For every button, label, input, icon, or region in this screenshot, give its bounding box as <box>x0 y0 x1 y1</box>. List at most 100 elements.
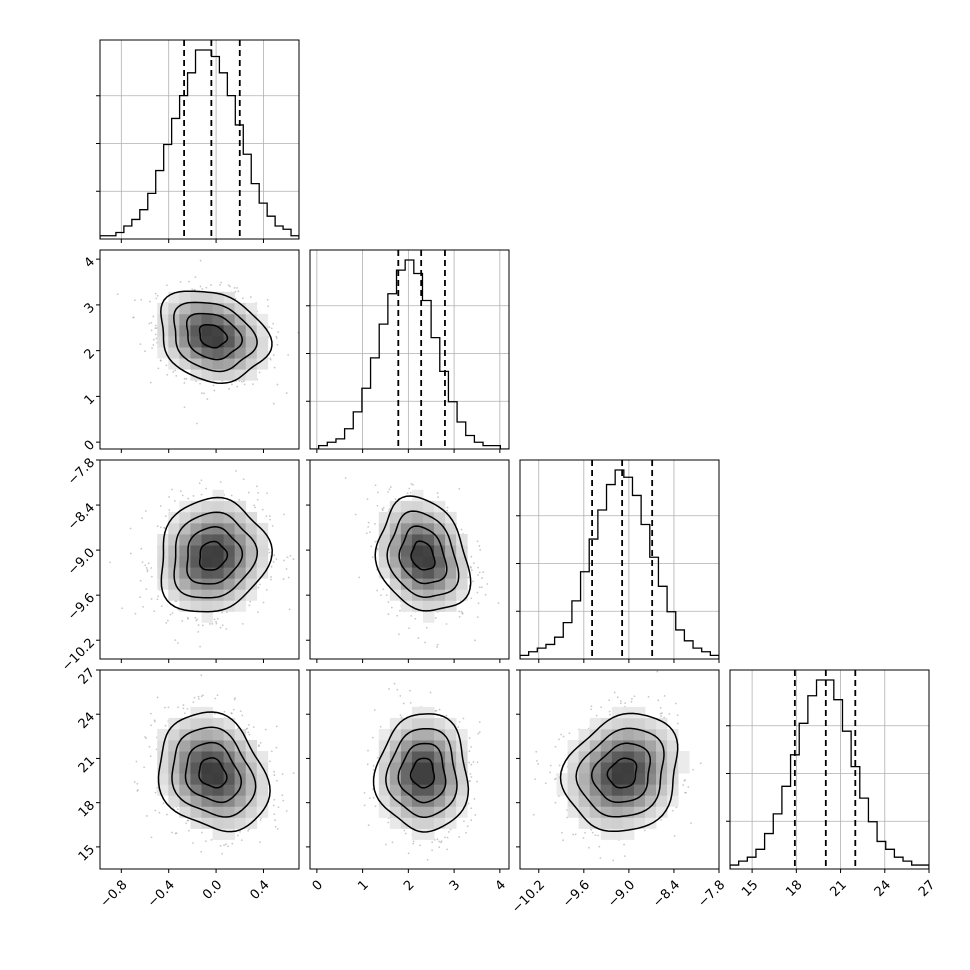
density-cell <box>422 589 435 601</box>
scatter-point <box>208 623 211 625</box>
scatter-point <box>174 639 177 642</box>
scatter-point <box>268 551 271 554</box>
scatter-point <box>144 564 147 567</box>
contour-line <box>409 757 436 789</box>
scatter-point <box>532 813 535 816</box>
contour-line <box>185 312 243 361</box>
scatter-point <box>387 491 389 493</box>
scatter-point <box>287 576 290 579</box>
scatter-point <box>172 806 175 809</box>
scatter-point <box>457 726 460 729</box>
density-cell <box>245 511 258 524</box>
scatter-point <box>266 298 269 301</box>
scatter-point <box>385 594 388 597</box>
density-cell <box>644 773 657 785</box>
scatter-point <box>446 836 449 839</box>
density-cell <box>212 795 224 807</box>
scatter-point <box>468 761 471 764</box>
density-cell <box>190 358 202 370</box>
scatter-point <box>410 614 413 617</box>
histogram-3 <box>730 679 929 869</box>
density-cell <box>201 751 213 763</box>
histogram-2 <box>520 469 719 659</box>
scatter-point <box>484 593 487 596</box>
scatter-point <box>143 766 146 769</box>
density-cell <box>168 740 180 752</box>
density-cell <box>234 762 247 774</box>
scatter-point <box>234 697 236 699</box>
scatter-point <box>630 700 633 703</box>
scatter-point <box>230 383 233 386</box>
scatter-point <box>285 392 288 394</box>
scatter-point <box>241 297 244 300</box>
scatter-point <box>478 571 481 574</box>
density-cell <box>168 751 180 763</box>
density-cell <box>157 728 169 741</box>
density-cell <box>633 717 646 730</box>
scatter-point <box>276 383 279 386</box>
scatter-point <box>196 618 198 621</box>
density-cell <box>411 728 424 741</box>
scatter-point <box>275 558 278 560</box>
density-cell <box>644 806 657 818</box>
density-cell <box>389 522 402 535</box>
scatter-point <box>624 702 627 704</box>
scatter-point <box>673 834 676 837</box>
scatter-point <box>568 732 571 735</box>
density-cell <box>234 522 247 535</box>
density-cell <box>168 762 180 774</box>
density-cell <box>212 534 224 546</box>
x-tick-label: 18 <box>783 878 805 900</box>
density-cell <box>400 795 413 807</box>
scatter-point <box>479 549 482 551</box>
density-cell <box>611 817 624 829</box>
scatter-point <box>270 578 272 581</box>
density-cell <box>201 534 213 546</box>
density-cell <box>400 522 413 535</box>
density-cell <box>389 589 402 601</box>
density-cell <box>456 556 468 568</box>
scatter-point <box>285 568 288 570</box>
density-cell <box>644 784 657 796</box>
density-cell <box>245 556 258 568</box>
density-cell <box>223 522 236 535</box>
scatter-point <box>477 732 480 735</box>
density-cell <box>223 717 236 730</box>
density-cell <box>179 534 191 546</box>
density-cell <box>201 600 213 612</box>
scatter-point <box>154 327 157 330</box>
histogram-1 <box>310 259 509 449</box>
scatter-point <box>159 359 162 362</box>
density-cell <box>411 762 424 774</box>
density-cell <box>411 773 424 785</box>
scatter-point <box>159 526 162 529</box>
density-cell <box>445 567 457 579</box>
scatter-point <box>387 821 390 824</box>
scatter-point <box>372 796 375 799</box>
scatter-point <box>144 510 147 512</box>
scatter-point <box>196 422 198 425</box>
scatter-point <box>269 358 272 361</box>
scatter-point <box>198 697 200 700</box>
scatter-point <box>230 494 233 497</box>
y-tick-label: 1 <box>82 392 98 408</box>
scatter-point <box>166 284 168 287</box>
contour-line <box>198 540 229 571</box>
scatter-point <box>166 619 169 622</box>
density-cell <box>157 347 169 359</box>
scatter-point <box>574 833 577 836</box>
scatter-point <box>476 616 479 619</box>
scatter-point <box>594 834 597 837</box>
density-cell <box>212 578 224 590</box>
scatter-point <box>282 799 285 802</box>
scatter-point <box>468 780 470 783</box>
scatter-point <box>388 510 390 512</box>
scatter-point <box>171 488 174 491</box>
panel-frame <box>309 459 510 660</box>
scatter-point <box>478 721 481 723</box>
scatter-point <box>227 845 229 848</box>
y-tick-label: −9.6 <box>65 591 98 624</box>
density-cell <box>201 762 213 774</box>
density-cell <box>168 773 180 785</box>
density-cell <box>190 589 202 601</box>
